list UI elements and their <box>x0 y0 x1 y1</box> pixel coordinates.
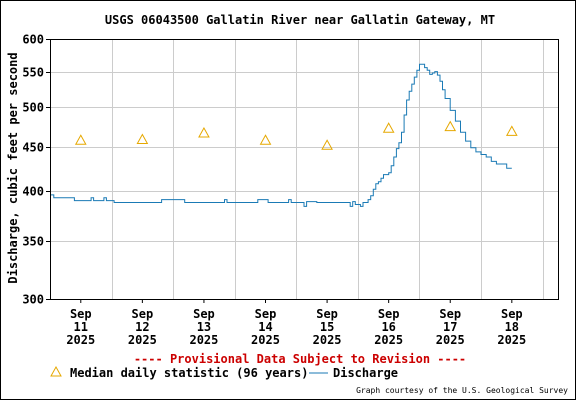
x-tick-year: 2025 <box>374 333 403 347</box>
discharge-series-line <box>50 63 512 207</box>
y-axis-label: Discharge, cubic feet per second <box>6 52 20 283</box>
median-point-triangle-icon <box>198 126 210 138</box>
x-tick-month: Sep <box>70 307 92 321</box>
legend-median-triangle-icon <box>50 365 62 377</box>
median-point-triangle-icon <box>136 133 149 144</box>
x-tick-year: 2025 <box>189 333 218 347</box>
x-tick-month: Sep <box>193 307 215 321</box>
x-tick-day: 18 <box>505 320 519 334</box>
x-tick-day: 16 <box>381 320 395 334</box>
x-tick-day: 17 <box>443 320 457 334</box>
x-tick-year: 2025 <box>313 333 342 347</box>
legend: Median daily statistic (96 years) Discha… <box>50 365 398 380</box>
x-tick-labels: Sep112025Sep122025Sep132025Sep142025Sep1… <box>66 307 526 347</box>
data-series <box>50 63 518 207</box>
legend-median-label: Median daily statistic (96 years) <box>70 366 308 380</box>
x-tick-day: 14 <box>258 320 272 334</box>
y-tick-label: 500 <box>22 101 44 115</box>
x-tick-year: 2025 <box>128 333 157 347</box>
x-tick-month: Sep <box>132 307 154 321</box>
x-tick-month: Sep <box>316 307 338 321</box>
y-tick-label: 300 <box>22 293 44 307</box>
usgs-credit: Graph courtesy of the U.S. Geological Su… <box>356 386 568 395</box>
median-point-triangle-icon <box>74 134 87 145</box>
plot-area-frame <box>50 39 559 300</box>
y-tick-label: 400 <box>22 185 44 199</box>
median-point-triangle-icon <box>505 125 518 136</box>
x-tick-month: Sep <box>255 307 277 321</box>
provisional-notice: ---- Provisional Data Subject to Revisio… <box>134 352 466 366</box>
grid <box>46 39 558 303</box>
x-tick-day: 15 <box>320 320 334 334</box>
x-tick-month: Sep <box>378 307 400 321</box>
x-tick-year: 2025 <box>66 333 95 347</box>
x-tick-year: 2025 <box>251 333 280 347</box>
y-tick-label: 450 <box>22 141 44 155</box>
median-point-triangle-icon <box>259 134 272 145</box>
chart-title: USGS 06043500 Gallatin River near Gallat… <box>105 13 495 27</box>
y-tick-label: 600 <box>22 33 44 47</box>
x-tick-month: Sep <box>501 307 523 321</box>
x-tick-year: 2025 <box>497 333 526 347</box>
x-tick-year: 2025 <box>436 333 465 347</box>
x-tick-day: 13 <box>197 320 211 334</box>
median-point-triangle-icon <box>382 122 395 133</box>
y-tick-labels: 300 350 400 450 500 550 600 <box>22 33 44 307</box>
y-tick-label: 550 <box>22 66 44 80</box>
x-tick-month: Sep <box>439 307 461 321</box>
x-tick-day: 11 <box>74 320 88 334</box>
y-tick-label: 350 <box>22 235 44 249</box>
median-point-triangle-icon <box>444 120 457 132</box>
legend-discharge-label: Discharge <box>333 366 398 380</box>
median-point-triangle-icon <box>321 139 333 150</box>
x-tick-day: 12 <box>135 320 149 334</box>
